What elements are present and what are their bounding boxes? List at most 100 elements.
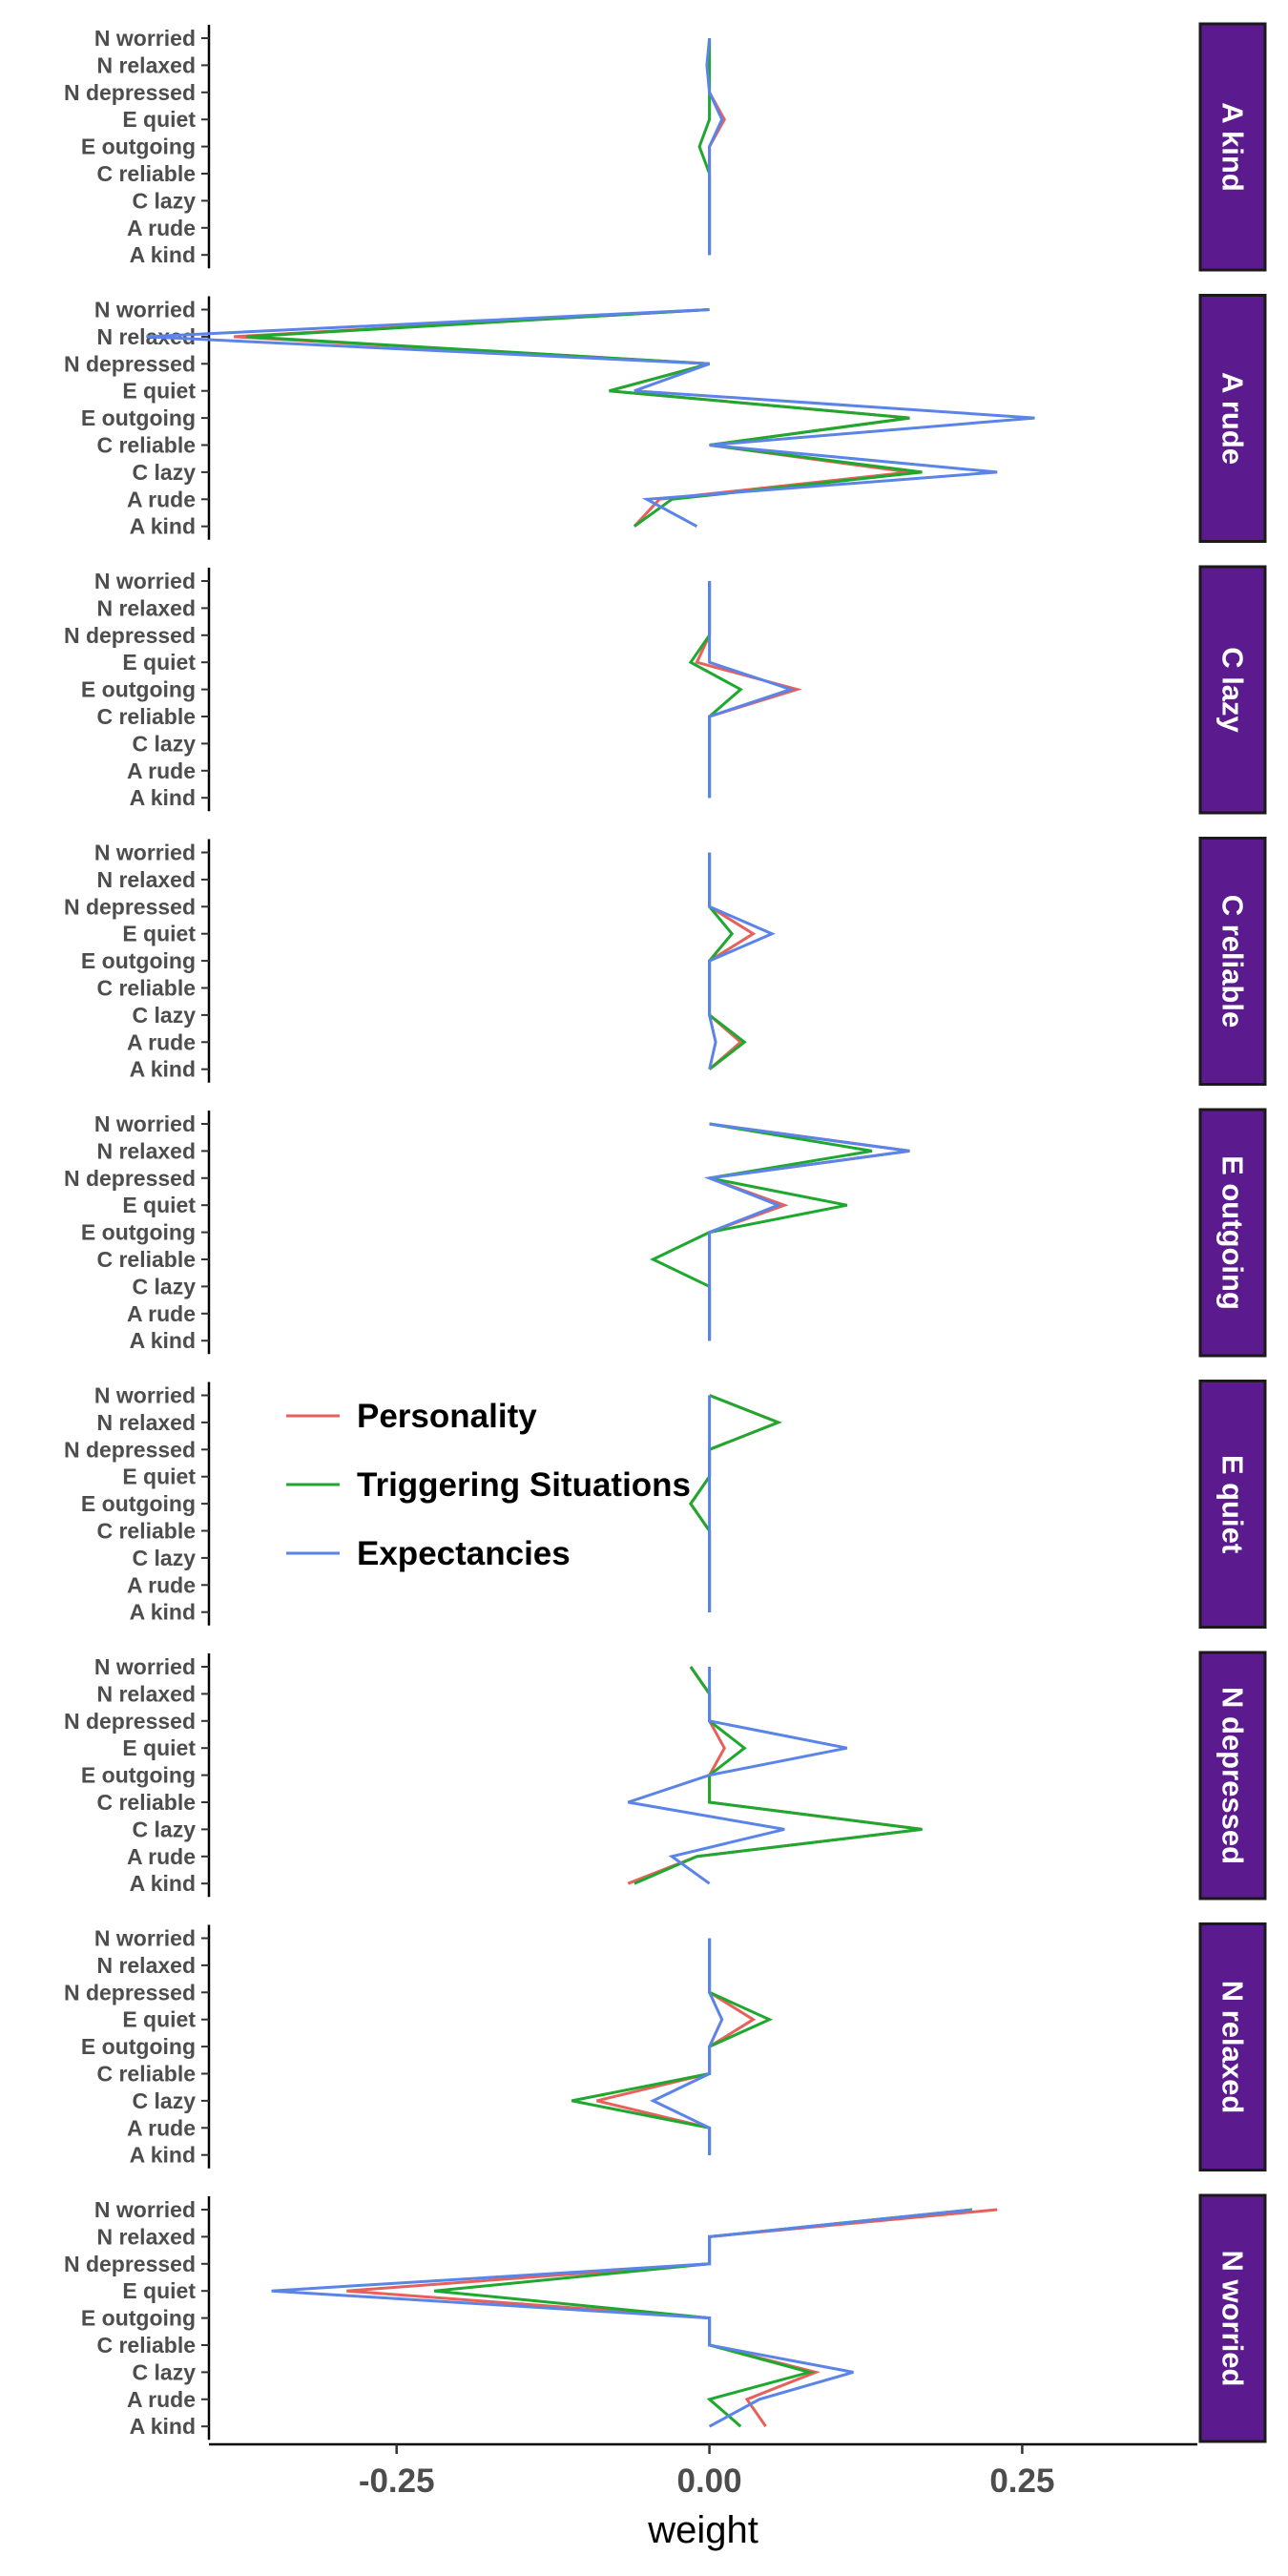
series-line-triggering-situations xyxy=(689,1394,782,1612)
series-line-expectancies xyxy=(705,37,724,256)
x-axis-ticks: -0.25 0.00 0.25 xyxy=(359,2444,1054,2500)
y-tick-label: A kind xyxy=(130,242,196,267)
facet-strip-label: E quiet xyxy=(1216,1455,1250,1553)
y-tick-label: E quiet xyxy=(122,2278,196,2303)
y-tick-label: A rude xyxy=(127,216,196,240)
y-tick-label: E quiet xyxy=(122,1735,196,1760)
y-tick-label: C reliable xyxy=(96,161,196,186)
series-line-expectancies xyxy=(708,852,776,1070)
y-tick-label: N depressed xyxy=(64,1980,196,2005)
y-tick-label: C reliable xyxy=(96,1790,196,1815)
y-tick-label: C lazy xyxy=(133,2359,197,2384)
series-line-triggering-situations xyxy=(634,1666,923,1885)
facet-strip xyxy=(1198,2193,1267,2443)
series-line-personality xyxy=(627,1666,923,1885)
y-tick-label: E quiet xyxy=(122,1465,196,1489)
series-line-personality xyxy=(346,2208,998,2428)
y-tick-label: C lazy xyxy=(133,460,197,485)
y-tick-label: A rude xyxy=(127,1301,196,1326)
series-line-personality xyxy=(708,852,757,1070)
legend-label-triggering-situations: Triggering Situations xyxy=(357,1466,691,1504)
y-tick-label: E outgoing xyxy=(81,1763,196,1788)
series-line-triggering-situations xyxy=(571,1938,774,2155)
facet-strip-label: N worried xyxy=(1216,2251,1250,2387)
y-tick-label: N depressed xyxy=(64,623,196,648)
y-tick-label: A kind xyxy=(130,1871,196,1896)
y-tick-label: E outgoing xyxy=(81,677,196,702)
y-tick-label: N relaxed xyxy=(96,2224,196,2249)
y-tick-label: E outgoing xyxy=(81,1491,196,1516)
legend: Personality Triggering Situations Expectan… xyxy=(286,1398,691,1572)
series-line-personality xyxy=(708,38,727,256)
x-tick-label: 0.00 xyxy=(676,2462,741,2500)
facet-strip-label: C reliable xyxy=(1216,895,1250,1028)
y-tick-label: E quiet xyxy=(122,107,196,132)
y-tick-label: A kind xyxy=(130,1328,196,1353)
facet-strip xyxy=(1198,22,1267,272)
y-tick-label: E outgoing xyxy=(81,1220,196,1245)
y-tick-label: N relaxed xyxy=(96,595,196,620)
series-line-expectancies xyxy=(146,308,1035,529)
legend-label-personality: Personality xyxy=(357,1398,537,1435)
y-tick-label: C lazy xyxy=(133,1274,197,1298)
facet-strip-label: N relaxed xyxy=(1216,1981,1250,2114)
y-tick-label: N worried xyxy=(94,841,196,865)
y-tick-label: A kind xyxy=(130,2143,196,2168)
y-tick-label: E outgoing xyxy=(81,2034,196,2059)
y-tick-label: C lazy xyxy=(133,1817,197,1841)
y-tick-label: N worried xyxy=(94,1926,196,1951)
series-line-expectancies xyxy=(708,581,796,799)
y-tick-label: C reliable xyxy=(96,2333,196,2358)
x-tick-label: -0.25 xyxy=(359,2462,435,2500)
y-tick-label: A rude xyxy=(127,1572,196,1597)
y-tick-label: N worried xyxy=(94,569,196,593)
y-tick-label: N depressed xyxy=(64,351,196,376)
y-tick-label: A kind xyxy=(130,1057,196,1082)
y-tick-label: E quiet xyxy=(122,1193,196,1217)
series-line-expectancies xyxy=(271,2208,973,2428)
y-tick-label: N relaxed xyxy=(96,52,196,77)
facet-strip xyxy=(1198,1380,1267,1629)
y-tick-label: E outgoing xyxy=(81,135,196,159)
legend-label-expectancies: Expectancies xyxy=(357,1535,571,1572)
y-tick-label: N worried xyxy=(94,298,196,322)
y-tick-label: C reliable xyxy=(96,1519,196,1544)
y-tick-label: E outgoing xyxy=(81,948,196,973)
y-tick-label: C lazy xyxy=(133,1003,197,1028)
y-tick-label: N depressed xyxy=(64,894,196,919)
y-tick-label: N relaxed xyxy=(96,1953,196,1978)
facet-strip-label: A kind xyxy=(1216,102,1250,192)
series-line-expectancies xyxy=(650,1938,724,2155)
facet-strip xyxy=(1198,1108,1267,1358)
facet-strip-label: E outgoing xyxy=(1216,1155,1250,1310)
x-axis-title: weight xyxy=(647,2509,758,2551)
series-line-expectancies xyxy=(627,1667,848,1885)
y-tick-label: E quiet xyxy=(122,650,196,675)
y-tick-label: A rude xyxy=(127,758,196,783)
y-tick-label: N depressed xyxy=(64,2252,196,2276)
facet-strip xyxy=(1198,294,1267,543)
x-tick-label: 0.25 xyxy=(989,2462,1054,2500)
y-tick-label: A rude xyxy=(127,1844,196,1869)
facet-strip-label: A rude xyxy=(1216,372,1250,465)
y-tick-label: N relaxed xyxy=(96,324,196,349)
y-tick-label: A rude xyxy=(127,2387,196,2412)
y-tick-label: C reliable xyxy=(96,1247,196,1272)
facet-strip xyxy=(1198,1922,1267,2171)
y-tick-label: N worried xyxy=(94,1383,196,1408)
x-axis: -0.25 0.00 0.25 weight xyxy=(209,2442,1197,2551)
y-tick-label: A kind xyxy=(130,514,196,539)
y-tick-label: C reliable xyxy=(96,976,196,1001)
y-tick-label: N worried xyxy=(94,2197,196,2222)
series-line-triggering-situations xyxy=(246,308,923,528)
y-tick-label: E quiet xyxy=(122,922,196,946)
y-tick-label: A rude xyxy=(127,2115,196,2140)
